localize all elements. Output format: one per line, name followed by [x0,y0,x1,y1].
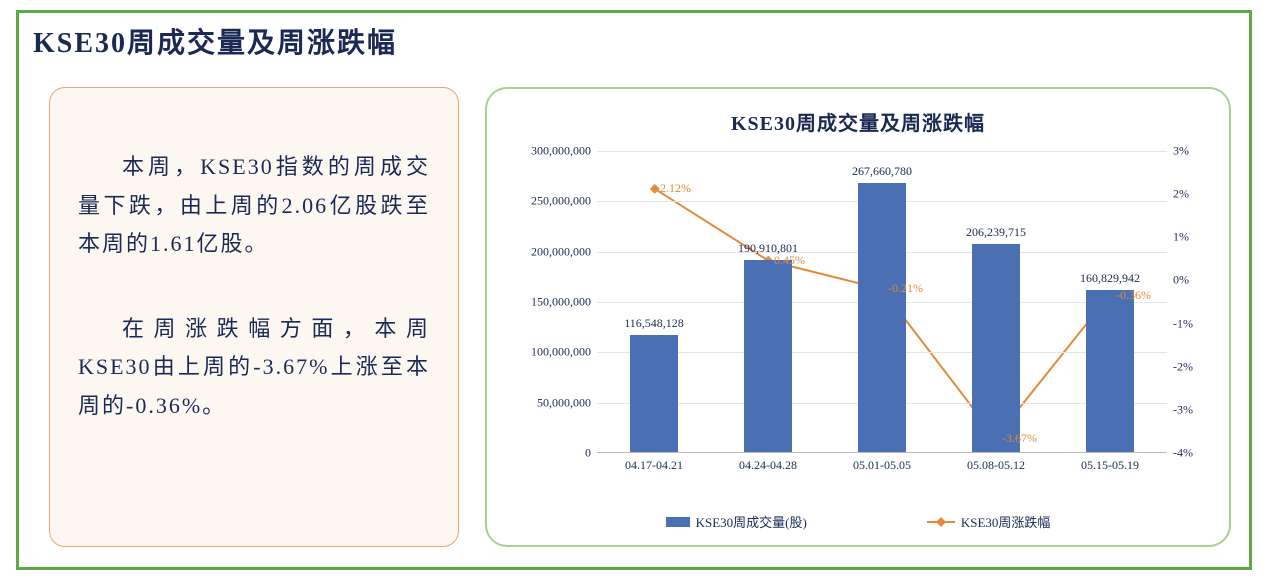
y2-tick-label: 3% [1173,144,1189,159]
plot-area: 050,000,000100,000,000150,000,000200,000… [597,151,1167,453]
legend-line-label: KSE30周涨跌幅 [961,512,1051,531]
line-value-label: -3.67% [1002,431,1037,446]
gridline [597,151,1167,152]
line-swatch-icon [927,521,955,523]
bar-value-label: 160,829,942 [1080,271,1140,286]
legend-item-bar: KSE30周成交量(股) [666,512,807,531]
paragraph-2: 在周涨跌幅方面，本周KSE30由上周的-3.67%上涨至本周的-0.36%。 [78,310,430,426]
x-tick-label: 04.24-04.28 [739,458,797,473]
y1-tick-label: 0 [585,446,591,461]
bar-value-label: 206,239,715 [966,225,1026,240]
line-value-label: -0.36% [1116,288,1151,303]
bar-swatch-icon [666,517,690,527]
x-tick-label: 05.15-05.19 [1081,458,1139,473]
y2-tick-label: -3% [1173,402,1193,417]
y1-tick-label: 50,000,000 [537,395,591,410]
y2-tick-label: 2% [1173,187,1189,202]
x-tick-label: 05.01-05.05 [853,458,911,473]
bar: 160,829,942 [1086,290,1134,452]
line-marker [650,184,660,194]
bar: 190,910,801 [744,260,792,452]
y1-tick-label: 150,000,000 [531,295,591,310]
text-panel: 本周，KSE30指数的周成交量下跌，由上周的2.06亿股跌至本周的1.61亿股。… [49,87,459,547]
bar: 206,239,715 [972,244,1020,452]
bar-value-label: 267,660,780 [852,164,912,179]
paragraph-1: 本周，KSE30指数的周成交量下跌，由上周的2.06亿股跌至本周的1.61亿股。 [78,148,430,264]
chart-panel: KSE30周成交量及周涨跌幅 050,000,000100,000,000150… [485,87,1231,547]
y1-tick-label: 100,000,000 [531,345,591,360]
line-value-label: -0.21% [888,281,923,296]
x-tick-label: 04.17-04.21 [625,458,683,473]
bar: 116,548,128 [630,335,678,452]
bar: 267,660,780 [858,183,906,452]
y2-tick-label: 0% [1173,273,1189,288]
legend-bar-label: KSE30周成交量(股) [696,512,807,531]
chart-legend: KSE30周成交量(股) KSE30周涨跌幅 [487,512,1229,531]
bar-value-label: 116,548,128 [624,316,684,331]
y1-tick-label: 250,000,000 [531,194,591,209]
legend-item-line: KSE30周涨跌幅 [927,512,1051,531]
y1-tick-label: 300,000,000 [531,144,591,159]
slide-frame: KSE30周成交量及周涨跌幅 本周，KSE30指数的周成交量下跌，由上周的2.0… [16,10,1252,570]
y2-tick-label: -4% [1173,446,1193,461]
x-tick-label: 05.08-05.12 [967,458,1025,473]
line-value-label: 0.45% [774,253,805,268]
y2-tick-label: -2% [1173,359,1193,374]
chart-title: KSE30周成交量及周涨跌幅 [487,107,1229,136]
y1-tick-label: 200,000,000 [531,244,591,259]
y2-tick-label: 1% [1173,230,1189,245]
page-title: KSE30周成交量及周涨跌幅 [33,21,397,61]
line-value-label: 2.12% [660,181,691,196]
y2-tick-label: -1% [1173,316,1193,331]
